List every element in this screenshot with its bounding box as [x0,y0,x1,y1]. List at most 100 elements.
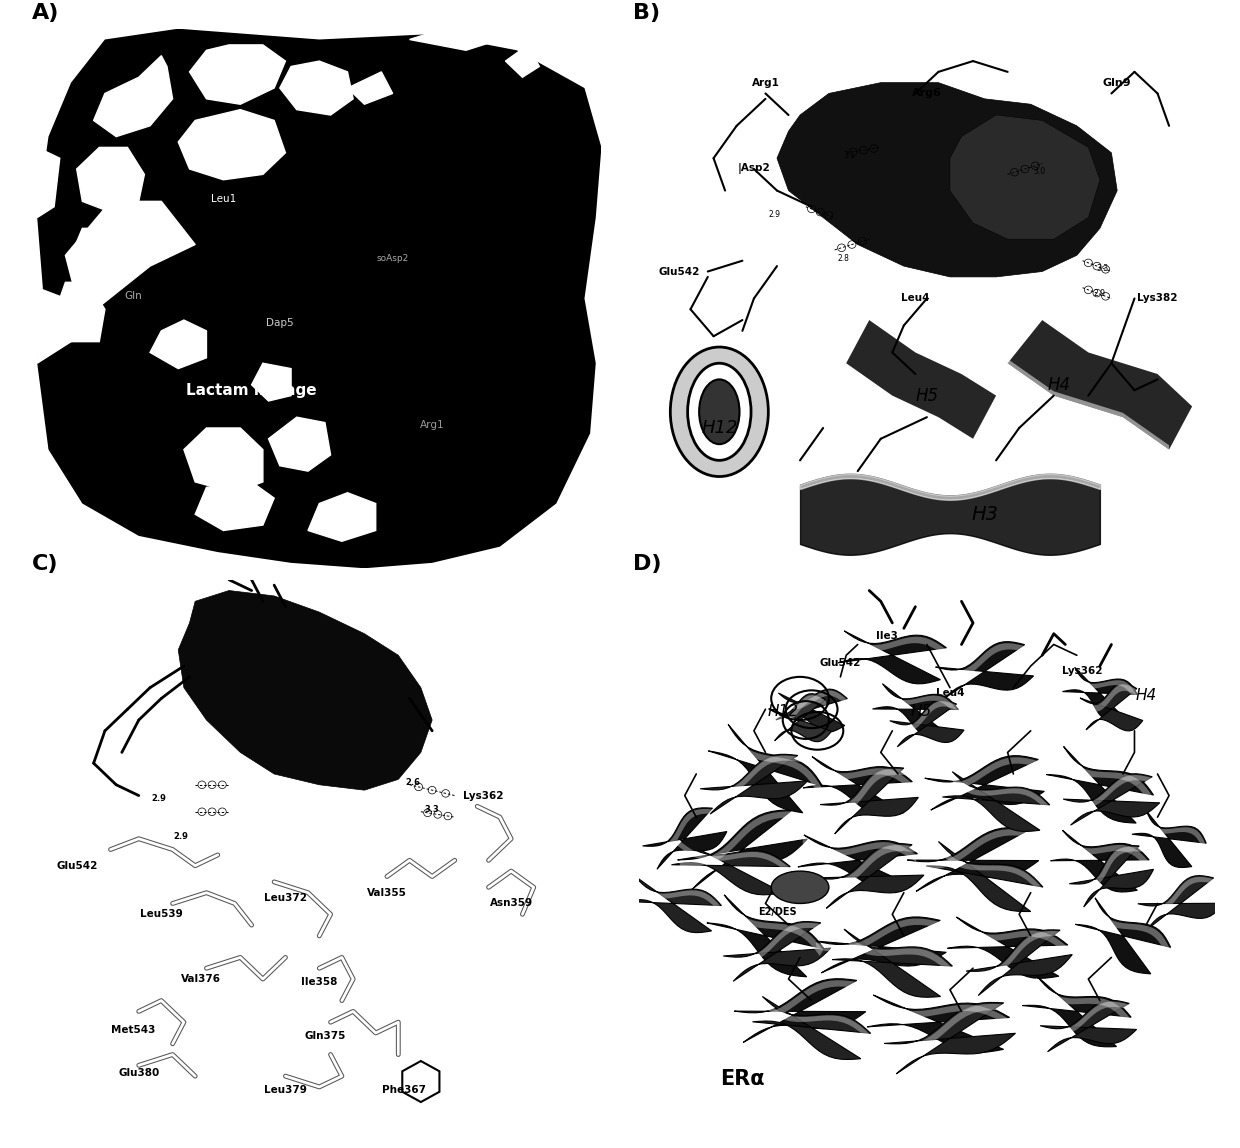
Polygon shape [815,844,924,908]
Polygon shape [347,72,393,104]
Polygon shape [1008,320,1192,450]
Polygon shape [777,83,1117,277]
Text: 2.8: 2.8 [837,254,849,263]
Polygon shape [1143,812,1205,850]
Polygon shape [677,809,807,890]
Polygon shape [179,110,285,180]
Polygon shape [55,282,105,342]
Polygon shape [760,998,870,1040]
Text: H5: H5 [910,705,931,720]
Polygon shape [846,320,996,439]
Text: soAsp2: soAsp2 [377,254,409,263]
Polygon shape [94,56,172,137]
Polygon shape [1063,667,1137,721]
Polygon shape [1059,747,1153,802]
Ellipse shape [699,379,739,444]
Polygon shape [190,45,285,104]
Ellipse shape [688,363,751,460]
Polygon shape [776,689,847,732]
Polygon shape [280,61,353,115]
Text: 2.9: 2.9 [768,210,780,219]
Polygon shape [777,690,847,709]
Polygon shape [642,808,727,869]
Polygon shape [409,29,500,51]
Polygon shape [308,492,376,542]
Text: Leu539: Leu539 [140,909,182,920]
Polygon shape [753,996,870,1060]
Text: H5: H5 [915,387,939,404]
Polygon shape [252,363,291,401]
Polygon shape [935,642,1034,698]
Polygon shape [724,923,823,963]
Text: Glu380: Glu380 [118,1069,160,1078]
Polygon shape [880,685,957,716]
Polygon shape [950,115,1100,239]
Text: D): D) [632,554,661,574]
Polygon shape [150,320,206,369]
Text: Ile3: Ile3 [875,631,898,642]
Text: ERα: ERα [720,1069,765,1088]
Polygon shape [678,812,796,867]
Text: C): C) [31,554,58,574]
Text: Arg1: Arg1 [751,78,780,87]
Text: H12: H12 [768,705,799,720]
Text: Gln9: Gln9 [1102,78,1131,87]
Polygon shape [708,724,822,813]
Text: Asn359: Asn359 [490,899,533,908]
Text: Glu542: Glu542 [56,861,98,870]
Polygon shape [942,771,1050,831]
Polygon shape [925,755,1044,810]
Polygon shape [179,590,432,790]
Text: H3: H3 [971,505,998,523]
Polygon shape [1050,830,1149,892]
Text: Dap5: Dap5 [267,318,294,328]
Polygon shape [890,701,959,731]
Text: Gln375: Gln375 [304,1031,346,1041]
Polygon shape [1023,976,1131,1047]
Polygon shape [37,492,94,568]
Polygon shape [1075,898,1171,974]
Polygon shape [966,930,1073,995]
Polygon shape [707,894,825,977]
Polygon shape [184,428,263,492]
Polygon shape [820,767,919,833]
Text: 3.1: 3.1 [843,152,856,160]
Polygon shape [701,755,800,797]
Polygon shape [1069,846,1153,907]
Text: Ile358: Ile358 [301,977,337,987]
Text: Arg6: Arg6 [911,88,942,99]
Polygon shape [1040,1000,1137,1052]
Polygon shape [843,633,946,656]
Polygon shape [1008,359,1169,450]
Polygon shape [936,643,1027,677]
Polygon shape [269,417,331,471]
Polygon shape [735,980,859,1021]
Polygon shape [1064,775,1154,808]
Text: Met543: Met543 [110,1025,155,1035]
Polygon shape [1070,847,1143,890]
Polygon shape [908,828,1039,891]
Text: Leu4: Leu4 [901,294,930,303]
Polygon shape [947,917,1068,978]
Polygon shape [908,829,1032,869]
Text: 3.3: 3.3 [1096,264,1109,273]
Polygon shape [677,840,790,874]
Polygon shape [1047,746,1153,823]
Ellipse shape [771,871,828,903]
Polygon shape [720,897,823,956]
Polygon shape [1033,978,1131,1024]
Polygon shape [723,726,822,793]
Polygon shape [804,757,913,815]
Polygon shape [37,147,60,218]
Polygon shape [967,931,1063,977]
Polygon shape [873,684,959,737]
Polygon shape [926,841,1043,912]
Polygon shape [71,228,117,277]
Text: A): A) [31,3,60,23]
Text: 2.9: 2.9 [151,793,166,802]
Polygon shape [66,201,195,320]
Polygon shape [816,918,941,953]
Text: Lys362: Lys362 [463,791,503,800]
Ellipse shape [671,347,769,476]
Text: H12: H12 [701,419,738,437]
